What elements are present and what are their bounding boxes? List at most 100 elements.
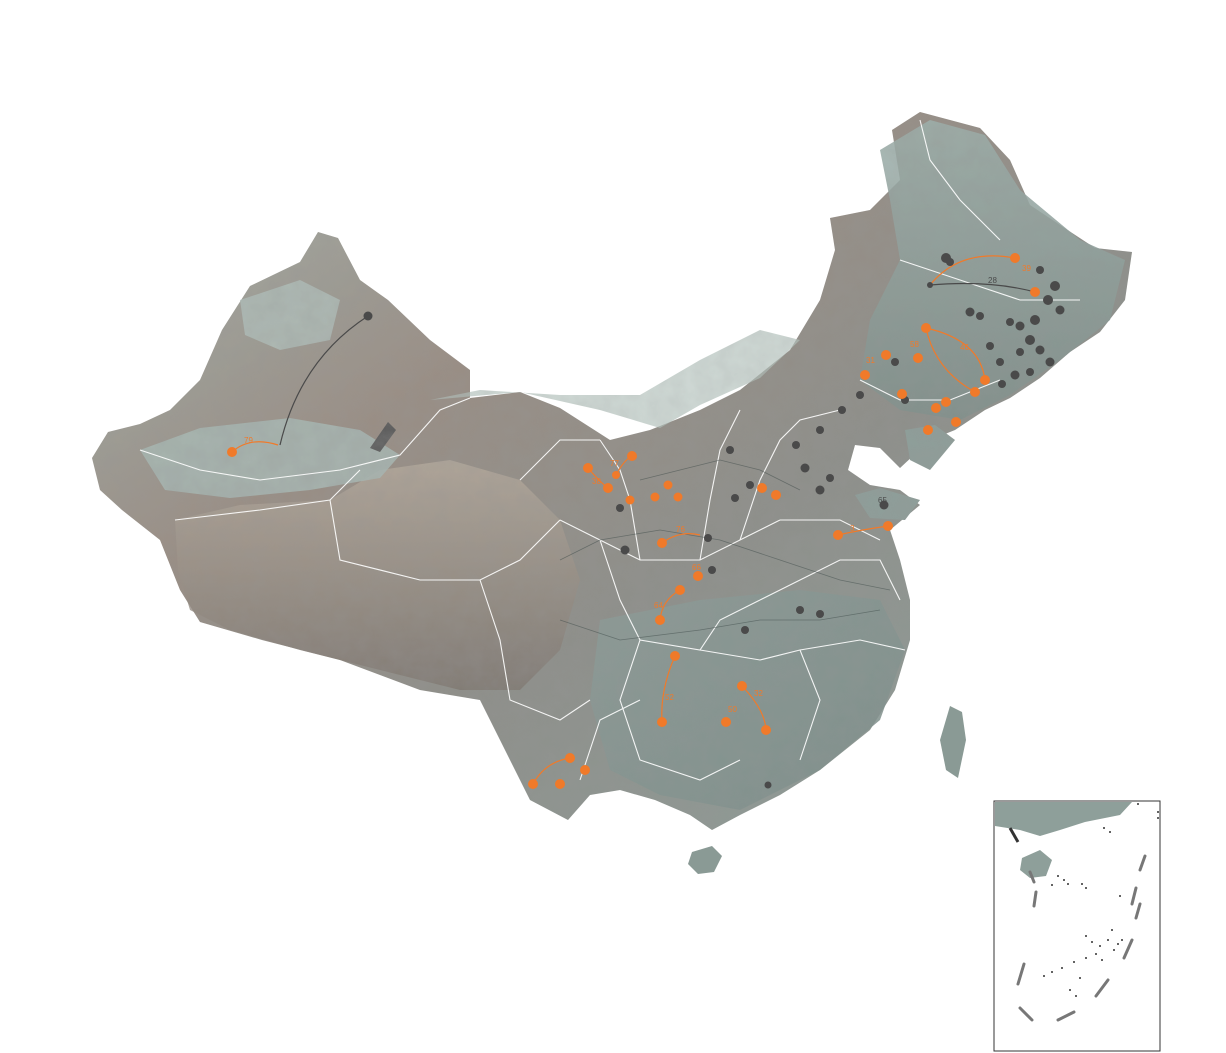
- highlight-marker: [923, 425, 933, 435]
- arc-orange-ne3: [925, 327, 976, 393]
- site-marker: [996, 358, 1004, 366]
- highlight-marker: [627, 451, 637, 461]
- highlight-marker: [921, 323, 931, 333]
- inset-dashed-boundary: [1016, 854, 1147, 1022]
- highlight-marker: [913, 353, 923, 363]
- arc-orange-ne: [929, 255, 1016, 286]
- site-marker: [1030, 315, 1040, 325]
- highlight-marker: [737, 681, 747, 691]
- highlight-sites: [227, 253, 1040, 789]
- highlight-marker: [583, 463, 593, 473]
- site-marker: [1026, 368, 1034, 376]
- liaodong-peninsula: [905, 425, 955, 470]
- dark-wedge: [370, 422, 396, 452]
- highlight-marker: [657, 538, 667, 548]
- site-marker: [1015, 321, 1025, 331]
- site-label: 76: [676, 525, 685, 534]
- site-marker: [726, 446, 734, 454]
- gobi-band: [430, 330, 800, 428]
- taiwan-island: [940, 706, 966, 778]
- site-label: 66: [692, 563, 701, 572]
- hainan-island: [688, 846, 722, 874]
- highlight-marker: [970, 387, 980, 397]
- site-marker: [796, 606, 804, 614]
- site-marker: [746, 481, 754, 489]
- inset-frame: [993, 800, 1161, 1052]
- site-label: 65: [878, 496, 887, 505]
- site-marker: [800, 463, 810, 473]
- site-marker: [856, 391, 864, 399]
- site-label: 32: [754, 689, 763, 698]
- highlight-marker: [675, 585, 685, 595]
- site-marker: [891, 358, 899, 366]
- site-marker: [998, 380, 1006, 388]
- highlight-marker: [655, 615, 665, 625]
- highlight-marker: [1010, 253, 1020, 263]
- site-marker: [764, 781, 772, 789]
- highlight-marker: [565, 753, 575, 763]
- site-marker: [741, 626, 749, 634]
- site-marker: [946, 258, 954, 266]
- tarim-basin: [140, 418, 400, 498]
- highlight-marker: [951, 417, 961, 427]
- highlight-marker: [663, 480, 673, 490]
- site-marker: [1050, 281, 1060, 291]
- highlight-marker: [980, 375, 990, 385]
- highlight-marker: [833, 530, 843, 540]
- site-label: 52: [665, 693, 674, 702]
- highlight-marker: [881, 350, 891, 360]
- site-marker: [1045, 357, 1055, 367]
- highlight-marker: [941, 397, 951, 407]
- site-marker: [1055, 305, 1065, 315]
- site-label: 77: [610, 459, 619, 468]
- site-label: 64: [654, 601, 663, 610]
- highlight-marker: [771, 490, 781, 500]
- site-marker: [1036, 266, 1044, 274]
- inset-coast-stroke: [1008, 827, 1020, 843]
- site-marker: [815, 485, 825, 495]
- site-label: 38: [592, 477, 601, 486]
- highlight-marker: [761, 725, 771, 735]
- province-borders: [139, 119, 1080, 781]
- site-marker: [976, 312, 984, 320]
- site-labels: 79 77 38 76 66 64 3 31 58 46 50 32 52 39…: [244, 264, 1031, 714]
- site-marker: [816, 610, 824, 618]
- south-region: [590, 590, 905, 810]
- highlight-marker: [625, 495, 635, 505]
- landmass: [92, 112, 1132, 830]
- arc-grey-west: [279, 315, 369, 446]
- site-marker: [1043, 295, 1053, 305]
- site-label: 31: [866, 356, 875, 365]
- south-china-sea-inset: [993, 800, 1161, 1052]
- site-marker: [1035, 345, 1045, 355]
- highlight-marker: [673, 492, 683, 502]
- site-marker: [1016, 348, 1024, 356]
- site-label: 79: [244, 436, 253, 445]
- highlight-marker: [931, 403, 941, 413]
- highlight-marker: [227, 447, 237, 457]
- inset-mainland: [995, 802, 1132, 836]
- site-marker: [1010, 370, 1020, 380]
- site-marker: [816, 426, 824, 434]
- grey-sites: [363, 253, 1065, 789]
- site-marker: [1025, 335, 1035, 345]
- site-marker: [1006, 318, 1014, 326]
- site-marker: [986, 342, 994, 350]
- site-marker: [792, 441, 800, 449]
- highlight-marker: [897, 389, 907, 399]
- site-marker: [879, 500, 889, 510]
- arc-grey-ne: [929, 282, 1036, 293]
- site-marker: [731, 494, 739, 502]
- inset-islands: [1043, 803, 1159, 997]
- highlight-marker: [721, 717, 731, 727]
- site-marker: [704, 534, 712, 542]
- site-marker: [826, 474, 834, 482]
- site-marker: [708, 566, 716, 574]
- site-marker: [616, 504, 624, 512]
- junggar-basin: [240, 280, 340, 350]
- highlight-marker: [555, 779, 565, 789]
- site-label: 39: [1022, 264, 1031, 273]
- highlight-marker: [883, 521, 893, 531]
- highlight-marker: [757, 483, 767, 493]
